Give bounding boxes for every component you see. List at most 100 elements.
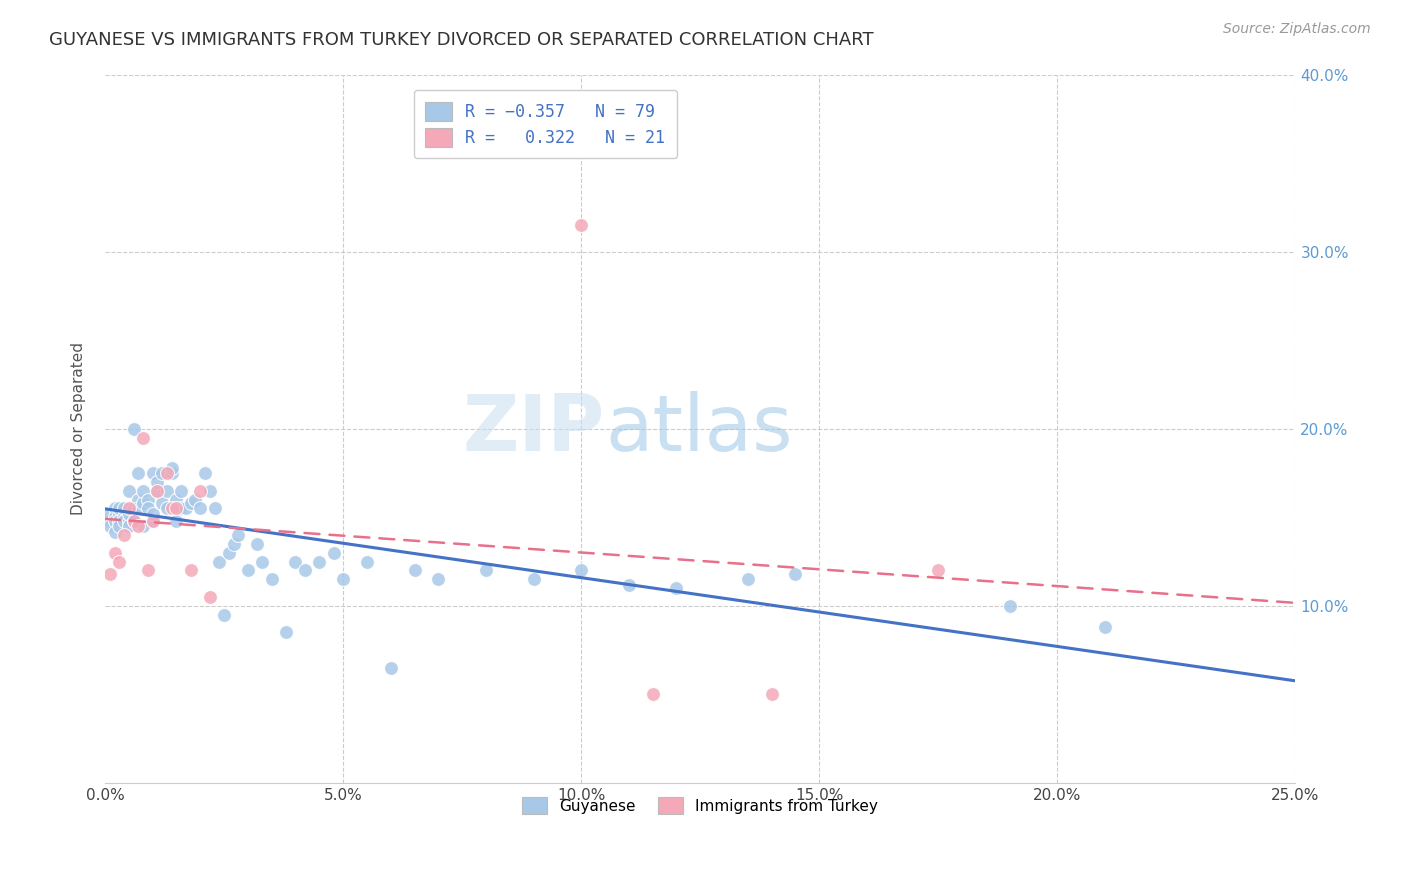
Point: [98, 567, 121, 582]
Point: [112, 510, 135, 524]
Point: [142, 514, 165, 528]
Point: [136, 501, 159, 516]
Point: [108, 507, 131, 521]
Point: [522, 572, 544, 586]
Point: [122, 422, 145, 436]
Point: [569, 564, 592, 578]
Point: [380, 661, 402, 675]
Point: [160, 460, 183, 475]
Point: [250, 555, 273, 569]
Point: [103, 510, 125, 524]
Point: [184, 492, 207, 507]
Point: [118, 519, 141, 533]
Point: [284, 555, 307, 569]
Point: [127, 466, 149, 480]
Point: [165, 514, 187, 528]
Point: [108, 555, 131, 569]
Point: [180, 496, 202, 510]
Point: [427, 572, 450, 586]
Point: [122, 514, 145, 528]
Point: [761, 688, 783, 702]
Point: [156, 483, 179, 498]
Point: [927, 564, 949, 578]
Point: [228, 528, 250, 542]
Point: [160, 501, 183, 516]
Point: [156, 501, 179, 516]
Point: [142, 466, 165, 480]
Point: [246, 537, 269, 551]
Point: [274, 625, 297, 640]
Point: [188, 483, 211, 498]
Point: [146, 483, 169, 498]
Point: [142, 507, 165, 521]
Y-axis label: Divorced or Separated: Divorced or Separated: [72, 343, 86, 516]
Point: [127, 501, 149, 516]
Point: [1094, 620, 1116, 634]
Point: [132, 431, 155, 445]
Point: [322, 546, 344, 560]
Point: [260, 572, 283, 586]
Point: [998, 599, 1021, 613]
Point: [108, 519, 131, 533]
Point: [222, 537, 245, 551]
Point: [118, 514, 141, 528]
Point: [150, 466, 173, 480]
Point: [165, 501, 187, 516]
Point: [160, 466, 183, 480]
Point: [118, 507, 141, 521]
Point: [308, 555, 330, 569]
Point: [170, 483, 193, 498]
Point: [208, 555, 231, 569]
Point: [136, 564, 159, 578]
Point: [236, 564, 259, 578]
Point: [146, 475, 169, 489]
Point: [136, 492, 159, 507]
Text: ZIP: ZIP: [463, 391, 605, 467]
Point: [198, 483, 221, 498]
Point: [165, 492, 187, 507]
Point: [108, 501, 131, 516]
Point: [617, 577, 640, 591]
Point: [198, 590, 221, 604]
Point: [103, 524, 125, 539]
Point: [103, 514, 125, 528]
Point: [108, 514, 131, 528]
Point: [156, 466, 179, 480]
Point: [356, 555, 378, 569]
Point: [404, 564, 426, 578]
Point: [142, 514, 165, 528]
Point: [174, 501, 197, 516]
Point: [737, 572, 759, 586]
Legend: Guyanese, Immigrants from Turkey: Guyanese, Immigrants from Turkey: [512, 786, 889, 825]
Text: GUYANESE VS IMMIGRANTS FROM TURKEY DIVORCED OR SEPARATED CORRELATION CHART: GUYANESE VS IMMIGRANTS FROM TURKEY DIVOR…: [49, 31, 875, 49]
Point: [294, 564, 316, 578]
Point: [180, 564, 202, 578]
Point: [98, 507, 121, 521]
Text: Source: ZipAtlas.com: Source: ZipAtlas.com: [1223, 22, 1371, 37]
Point: [475, 564, 498, 578]
Point: [112, 528, 135, 542]
Point: [127, 492, 149, 507]
Point: [122, 514, 145, 528]
Point: [204, 501, 226, 516]
Point: [569, 218, 592, 232]
Point: [103, 546, 125, 560]
Point: [98, 514, 121, 528]
Point: [785, 567, 807, 582]
Point: [118, 483, 141, 498]
Point: [118, 501, 141, 516]
Point: [132, 519, 155, 533]
Text: atlas: atlas: [605, 391, 793, 467]
Point: [112, 501, 135, 516]
Point: [641, 688, 664, 702]
Point: [103, 501, 125, 516]
Point: [188, 501, 211, 516]
Point: [98, 519, 121, 533]
Point: [194, 466, 217, 480]
Point: [212, 607, 235, 622]
Point: [332, 572, 354, 586]
Point: [127, 519, 149, 533]
Point: [122, 501, 145, 516]
Point: [150, 496, 173, 510]
Point: [665, 581, 688, 595]
